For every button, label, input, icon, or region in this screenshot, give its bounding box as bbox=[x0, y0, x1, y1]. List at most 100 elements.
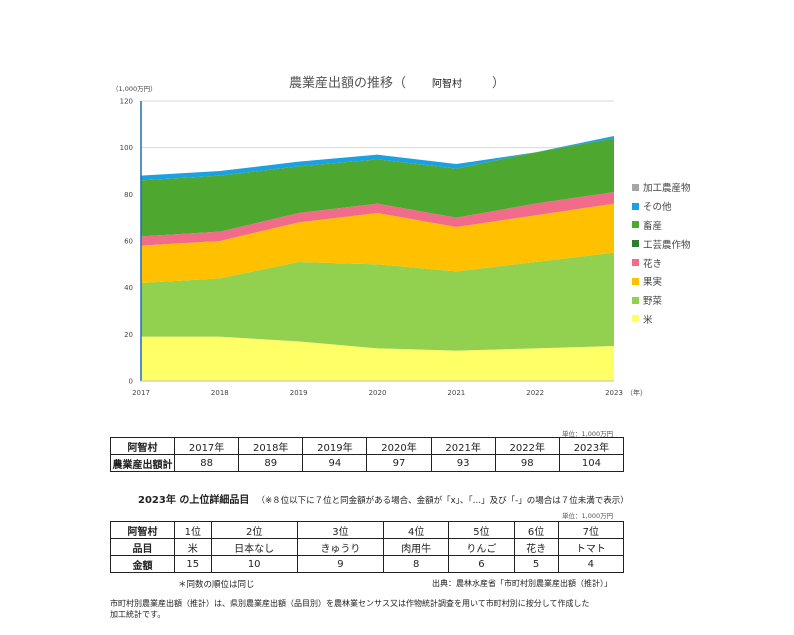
legend-item: その他 bbox=[632, 197, 691, 216]
item-cell: 米 bbox=[174, 538, 212, 556]
table1-unit: 単位：1,000万円 bbox=[562, 430, 614, 438]
legend-swatch bbox=[632, 240, 639, 248]
chart-title-main: 農業産出額の推移（ bbox=[288, 76, 406, 91]
x-tick-label: 2022 bbox=[526, 389, 544, 397]
legend-label: 工芸農作物 bbox=[643, 239, 691, 251]
legend-swatch bbox=[632, 202, 639, 210]
y-tick-label: 60 bbox=[124, 238, 133, 246]
y-tick-label: 0 bbox=[129, 378, 133, 386]
amount-cell: 5 bbox=[513, 555, 559, 573]
amount-cell: 15 bbox=[174, 555, 212, 573]
same-rank-note: ＊同数の順位は同じ bbox=[178, 580, 255, 590]
y-tick-label: 100 bbox=[120, 144, 133, 152]
area-series-その他 bbox=[141, 136, 614, 181]
item-cell: 花き bbox=[513, 538, 559, 556]
legend-item: 果実 bbox=[632, 272, 691, 291]
legend-label: 野菜 bbox=[643, 296, 663, 308]
legend-item: 工芸農作物 bbox=[632, 234, 691, 253]
source-note: 出典：農林水産省「市町村別農業産出額（推計）」 bbox=[432, 579, 612, 588]
rank-header: 6位 bbox=[513, 521, 559, 539]
legend-label: 花き bbox=[643, 258, 663, 270]
rank-header: 1位 bbox=[174, 521, 212, 539]
amount-cell: 9 bbox=[296, 555, 385, 573]
table-header-year: 2020年 bbox=[366, 437, 432, 455]
x-tick-label: 2020 bbox=[369, 389, 387, 397]
x-tick-label: 2023 bbox=[605, 389, 623, 397]
production-table: 阿智村 2017年 2018年 2019年 2020年 2021年 2022年 … bbox=[110, 437, 625, 472]
legend-item: 畜産 bbox=[632, 216, 691, 235]
legend-label: 加工農産物 bbox=[643, 183, 691, 195]
x-axis-suffix: （年） bbox=[626, 388, 647, 397]
amount-cell: 10 bbox=[210, 555, 298, 573]
item-cell: りんご bbox=[448, 538, 515, 556]
area-chart: 0 20 40 60 80 100 120 2017 2018 2019 2020 2021 2022 2… bbox=[112, 85, 647, 397]
ranking-unit: 単位：1,000万円 bbox=[562, 512, 614, 520]
legend-label: 米 bbox=[643, 314, 653, 326]
chart-legend: 加工農産物その他畜産工芸農作物花き果実野菜米 bbox=[632, 178, 691, 328]
table-row: 農業産出額計 88 89 94 97 93 98 104 bbox=[110, 454, 625, 472]
y-tick-label: 120 bbox=[120, 98, 133, 106]
rank-header: 4位 bbox=[383, 521, 450, 539]
footer-line: 加工統計です。 bbox=[110, 610, 166, 619]
footer-line: 市町村別農業産出額（推計）は、県別農業産出額（品目別）を農林業センサス又は作物統… bbox=[110, 599, 590, 608]
x-tick-label: 2018 bbox=[211, 389, 229, 397]
item-cell: 肉用牛 bbox=[383, 538, 450, 556]
item-cell: トマト bbox=[557, 538, 625, 556]
ranking-heading-block: 2023年 の上位詳細品目 （※８位以下に７位と同金額がある場合、金額が「x」、… bbox=[138, 491, 629, 506]
table-header-year: 2023年 bbox=[558, 437, 625, 455]
legend-swatch bbox=[632, 277, 639, 285]
legend-item: 野菜 bbox=[632, 291, 691, 310]
footer-note: 市町村別農業産出額（推計）は、県別農業産出額（品目別）を農林業センサス又は作物統… bbox=[110, 598, 590, 620]
amount-label: 金額 bbox=[110, 555, 175, 573]
table-header-year: 2018年 bbox=[238, 437, 304, 455]
amount-cell: 4 bbox=[557, 555, 625, 573]
y-tick-label: 20 bbox=[124, 331, 133, 339]
ranking-heading: 2023年 の上位詳細品目 bbox=[138, 495, 250, 506]
table-row: 阿智村 2017年 2018年 2019年 2020年 2021年 2022年 … bbox=[110, 437, 625, 455]
y-tick-label: 80 bbox=[124, 191, 133, 199]
table-row: 金額 15 10 9 8 6 5 4 bbox=[110, 555, 625, 573]
amount-cell: 6 bbox=[448, 555, 515, 573]
table-cell: 89 bbox=[238, 454, 304, 472]
item-cell: 日本なし bbox=[210, 538, 298, 556]
rank-header: 3位 bbox=[296, 521, 385, 539]
x-tick-label: 2017 bbox=[132, 389, 150, 397]
table-cell: 93 bbox=[430, 454, 496, 472]
legend-label: 果実 bbox=[643, 277, 663, 289]
table-row-label: 農業産出額計 bbox=[110, 454, 175, 472]
legend-item: 加工農産物 bbox=[632, 178, 691, 197]
table-cell: 104 bbox=[558, 454, 625, 472]
area-series-果実 bbox=[141, 203, 614, 283]
table-corner: 阿智村 bbox=[110, 437, 175, 455]
x-tick-label: 2021 bbox=[447, 389, 465, 397]
legend-label: その他 bbox=[643, 202, 672, 214]
chart-title: 農業産出額の推移（ 阿智村 ） bbox=[0, 72, 794, 91]
legend-swatch bbox=[632, 259, 639, 267]
table-cell: 98 bbox=[494, 454, 560, 472]
legend-item: 花き bbox=[632, 253, 691, 272]
y-axis-label: （1,000万円） bbox=[112, 85, 157, 93]
legend-item: 米 bbox=[632, 310, 691, 329]
table-cell: 97 bbox=[366, 454, 432, 472]
table-header-year: 2019年 bbox=[302, 437, 368, 455]
area-series-野菜 bbox=[141, 252, 614, 351]
table-header-year: 2022年 bbox=[494, 437, 560, 455]
legend-swatch bbox=[632, 183, 639, 191]
table-row: 阿智村 1位 2位 3位 4位 5位 6位 7位 bbox=[110, 521, 625, 539]
table-header-year: 2021年 bbox=[430, 437, 496, 455]
x-tick-label: 2019 bbox=[290, 389, 308, 397]
rank-header: 7位 bbox=[557, 521, 625, 539]
ranking-table: 阿智村 1位 2位 3位 4位 5位 6位 7位 品目 米 日本なし きゅうり … bbox=[110, 521, 625, 573]
table-cell: 88 bbox=[173, 454, 240, 472]
table-header-year: 2017年 bbox=[173, 437, 240, 455]
table-cell: 94 bbox=[302, 454, 368, 472]
y-tick-label: 40 bbox=[124, 284, 133, 292]
rank-header: 2位 bbox=[210, 521, 298, 539]
area-series-畜産 bbox=[141, 138, 614, 237]
item-cell: きゅうり bbox=[296, 538, 385, 556]
rank-header: 5位 bbox=[448, 521, 515, 539]
legend-swatch bbox=[632, 315, 639, 323]
legend-swatch bbox=[632, 296, 639, 304]
area-series-米 bbox=[141, 336, 614, 381]
ranking-corner: 阿智村 bbox=[110, 521, 175, 539]
